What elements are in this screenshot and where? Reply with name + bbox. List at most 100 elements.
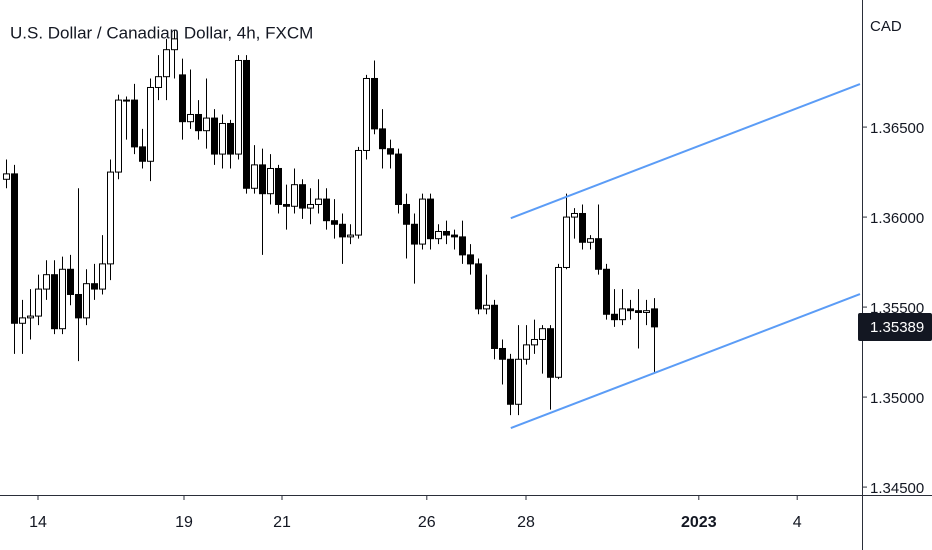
candle-body (299, 184, 306, 209)
candle-body (467, 254, 474, 265)
candle-body (523, 344, 530, 360)
candle-body (547, 328, 554, 378)
candle-body (75, 293, 82, 319)
candle-body (403, 203, 410, 225)
candle-body (451, 234, 458, 238)
y-tick-label: 1.35000 (870, 390, 924, 407)
candle-body (123, 99, 130, 102)
x-tick-label: 21 (273, 514, 291, 531)
x-tick-label: 14 (29, 514, 47, 531)
candle-body (11, 173, 18, 324)
x-axis: 14 19 21 26 28 2023 4 (29, 495, 802, 531)
candle-body (611, 313, 618, 321)
y-tick-label: 1.36000 (870, 210, 924, 227)
trend-line (510, 83, 861, 220)
candle-body (291, 184, 298, 207)
candle-body (371, 77, 378, 130)
candle-body (323, 198, 330, 222)
candle-body (139, 146, 146, 162)
candle-body (363, 77, 370, 151)
candle-body (595, 238, 602, 270)
candle-body (211, 117, 218, 155)
candle-body (379, 128, 386, 150)
candle-body (155, 76, 162, 88)
candle-body (555, 266, 562, 378)
candle-body (587, 238, 594, 243)
x-tick-label: 19 (175, 514, 193, 531)
candle-body (147, 86, 154, 162)
plot-area (3, 29, 861, 429)
candle-body (267, 167, 274, 195)
candle-body (107, 171, 114, 265)
candle-body (187, 113, 194, 123)
candle-body (219, 122, 226, 155)
candle-body (419, 198, 426, 245)
candle-body (243, 59, 250, 189)
candle-body (83, 283, 90, 319)
candle-body (387, 148, 394, 155)
candle-body (499, 347, 506, 360)
candle-body (635, 310, 642, 313)
candle-body (43, 274, 50, 290)
candle-body (427, 198, 434, 240)
candle-body (531, 338, 538, 346)
candle-body (459, 236, 466, 256)
candle-body (171, 38, 178, 51)
candle-body (355, 149, 362, 236)
candle-body (507, 358, 514, 405)
candle-body (435, 230, 442, 240)
candle-body (67, 268, 74, 295)
candle-body (347, 234, 354, 238)
candle-body (203, 117, 210, 132)
price-marker: 1.35389 (858, 313, 932, 342)
candle-body (27, 315, 34, 319)
candle-body (339, 223, 346, 238)
candle-body (651, 308, 658, 328)
candle-body (91, 283, 98, 290)
candle-body (3, 173, 10, 180)
candle-body (619, 308, 626, 321)
currency-label: CAD (870, 18, 902, 35)
candle-body (627, 308, 634, 312)
candle-body (259, 164, 266, 195)
candle-body (491, 304, 498, 349)
candle-body (275, 167, 282, 205)
candle-body (539, 328, 546, 340)
candle-body (227, 122, 234, 155)
candle-body (483, 304, 490, 310)
candle-body (59, 268, 66, 330)
candle-body (35, 288, 42, 317)
x-tick-label: 4 (793, 514, 802, 531)
candle-body (195, 113, 202, 132)
candle-body (115, 99, 122, 173)
y-tick-label: 1.34500 (870, 480, 924, 497)
candle-body (283, 203, 290, 207)
y-axis: 1.34500 1.35000 1.35500 1.36000 1.36500 (862, 120, 924, 497)
candle-body (579, 212, 586, 243)
last-price-label: 1.35389 (870, 319, 924, 336)
candle-body (443, 230, 450, 236)
candle-body (315, 198, 322, 205)
y-tick-label: 1.35500 (870, 300, 924, 317)
trend-line (510, 293, 861, 429)
last-price-box (858, 313, 932, 342)
chart-title: U.S. Dollar / Canadian Dollar, 4h, FXCM (10, 23, 313, 42)
candle-body (19, 317, 26, 324)
candle-body (395, 153, 402, 205)
x-tick-label: 2023 (681, 514, 717, 531)
candle-body (163, 49, 170, 78)
candle-body (475, 263, 482, 310)
candle-body (179, 74, 186, 123)
candle-body (99, 263, 106, 290)
candle-body (515, 358, 522, 405)
x-tick-label: 28 (517, 514, 535, 531)
candle-body (307, 203, 314, 209)
x-tick-label: 26 (418, 514, 436, 531)
candle-body (563, 216, 570, 268)
candle-body (51, 274, 58, 330)
candle-body (331, 220, 338, 225)
candle-body (603, 268, 610, 315)
candle-body (251, 164, 258, 189)
